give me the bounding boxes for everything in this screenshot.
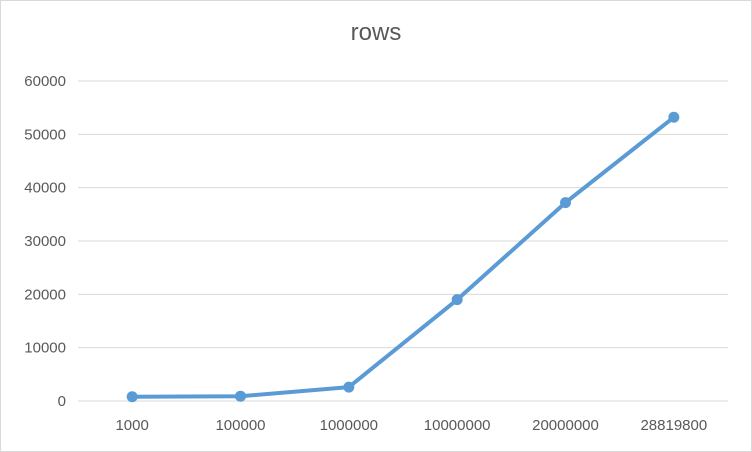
y-tick-labels: 0 10000 20000 30000 40000 50000 60000 xyxy=(24,73,66,410)
data-point xyxy=(343,381,355,393)
series-line xyxy=(130,115,676,399)
x-tick-label: 100000 xyxy=(215,417,265,434)
y-tick-label: 40000 xyxy=(24,180,66,197)
y-tick-label: 20000 xyxy=(24,286,66,303)
x-tick-label: 20000000 xyxy=(532,417,599,434)
y-tick-label: 10000 xyxy=(24,340,66,357)
y-tick-label: 0 xyxy=(58,393,66,410)
data-point xyxy=(668,111,680,123)
series-layer xyxy=(126,111,680,403)
data-point xyxy=(126,391,138,403)
data-point xyxy=(235,390,246,402)
y-tick-label: 50000 xyxy=(24,126,66,143)
chart-title: rows xyxy=(350,19,402,46)
y-tick-label: 30000 xyxy=(24,233,66,250)
data-point xyxy=(560,197,571,209)
x-tick-labels: 1000 100000 1000000 10000000 20000000 2881980… xyxy=(115,417,707,434)
x-tick-label: 28819800 xyxy=(640,417,707,434)
x-tick-label: 10000000 xyxy=(424,417,491,434)
gridlines xyxy=(78,80,728,349)
data-point xyxy=(451,294,463,306)
y-tick-label: 60000 xyxy=(24,73,66,90)
x-tick-label: 1000000 xyxy=(320,417,378,434)
x-tick-label: 1000 xyxy=(115,417,148,434)
